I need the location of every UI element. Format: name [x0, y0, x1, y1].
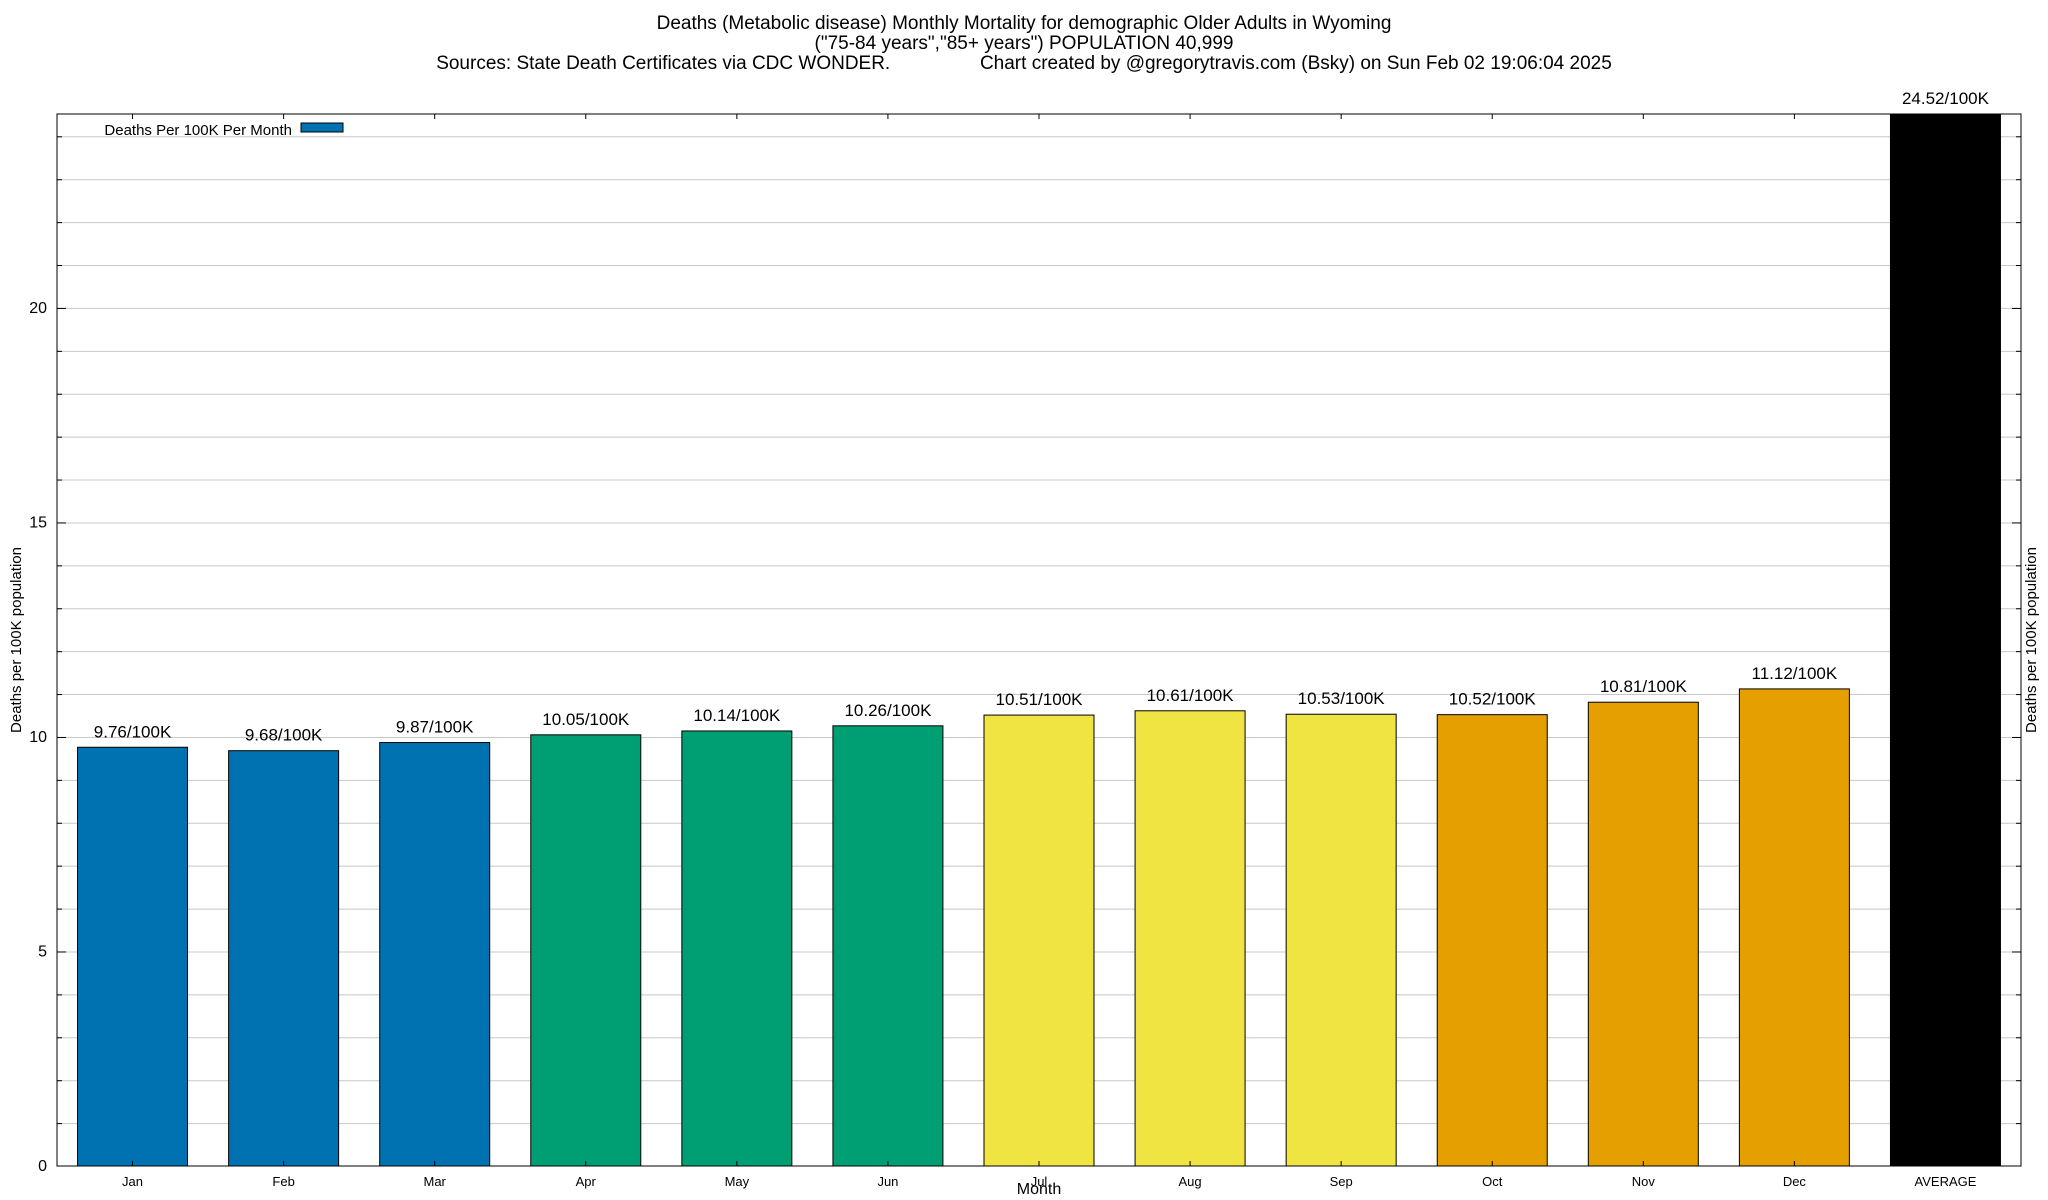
legend-swatch	[300, 122, 344, 133]
bar	[983, 714, 1095, 1167]
bar	[228, 750, 340, 1167]
bar-value-label: 9.87/100K	[396, 718, 474, 737]
x-tick-label: Jun	[877, 1174, 898, 1189]
bar	[379, 742, 491, 1167]
bar	[77, 746, 189, 1167]
x-tick-label: Apr	[576, 1174, 597, 1189]
chart-title: Deaths (Metabolic disease) Monthly Morta…	[656, 13, 1392, 34]
bar-value-label: 24.52/100K	[1902, 89, 1990, 108]
x-tick-label: Oct	[1482, 1174, 1503, 1189]
bar-value-label: 10.05/100K	[542, 710, 630, 729]
bar-value-label: 10.52/100K	[1449, 690, 1537, 709]
bar-value-label: 10.26/100K	[844, 701, 932, 720]
chart-subtitle: ("75-84 years","85+ years") POPULATION 4…	[814, 33, 1234, 54]
x-tick-label: Feb	[272, 1174, 294, 1189]
legend-label: Deaths Per 100K Per Month	[104, 122, 292, 139]
bar	[1587, 701, 1699, 1167]
bars	[77, 113, 2001, 1167]
bar-value-label: 9.68/100K	[245, 726, 323, 745]
x-tick-label: Mar	[423, 1174, 446, 1189]
bar	[1285, 713, 1397, 1167]
bar-value-label: 10.81/100K	[1600, 677, 1688, 696]
y-tick-label: 20	[29, 300, 47, 317]
bar	[530, 734, 642, 1167]
bar-value-label: 10.14/100K	[693, 706, 781, 725]
x-tick-label: AVERAGE	[1915, 1174, 1977, 1189]
x-tick-label: Dec	[1783, 1174, 1807, 1189]
x-tick-label: Aug	[1179, 1174, 1202, 1189]
bar	[832, 725, 944, 1167]
y-axis-label-left: Deaths per 100K population	[8, 547, 25, 733]
y-axis-label-right: Deaths per 100K population	[2023, 547, 2040, 733]
x-tick-label: Nov	[1632, 1174, 1656, 1189]
bar-value-label: 10.53/100K	[1298, 689, 1386, 708]
legend: Deaths Per 100K Per Month	[104, 122, 344, 139]
x-axis-label: Month	[1017, 1181, 1061, 1198]
axis-ticks: 0 5 10 15 20 Jan Feb Mar Apr May Jun Jul Aug Sep Oct No…	[29, 114, 2021, 1189]
bar-value-label: 10.61/100K	[1147, 686, 1235, 705]
chart-title-block: Deaths (Metabolic disease) Monthly Morta…	[0, 14, 2048, 74]
bar-value-label: 11.12/100K	[1752, 664, 1838, 683]
bar	[1738, 688, 1850, 1167]
y-tick-label: 15	[29, 514, 47, 531]
bar	[1889, 113, 2001, 1167]
x-tick-label: Jul	[1031, 1174, 1048, 1189]
x-tick-label: May	[725, 1174, 750, 1189]
bar	[1436, 714, 1548, 1167]
bar	[1134, 710, 1246, 1167]
bar-value-label: 9.76/100K	[94, 722, 172, 741]
bar-value-label: 10.51/100K	[996, 690, 1084, 709]
data-labels: 9.76/100K 9.68/100K 9.87/100K 10.05/100K 10.…	[94, 89, 1990, 745]
y-tick-label: 5	[38, 943, 47, 960]
x-tick-label: Sep	[1330, 1174, 1353, 1189]
y-tick-label: 10	[29, 729, 47, 746]
x-tick-label: Jan	[122, 1174, 143, 1189]
y-tick-label: 0	[38, 1158, 47, 1175]
bar	[681, 730, 793, 1167]
chart-source-line: Sources: State Death Certificates via CD…	[436, 53, 1612, 74]
